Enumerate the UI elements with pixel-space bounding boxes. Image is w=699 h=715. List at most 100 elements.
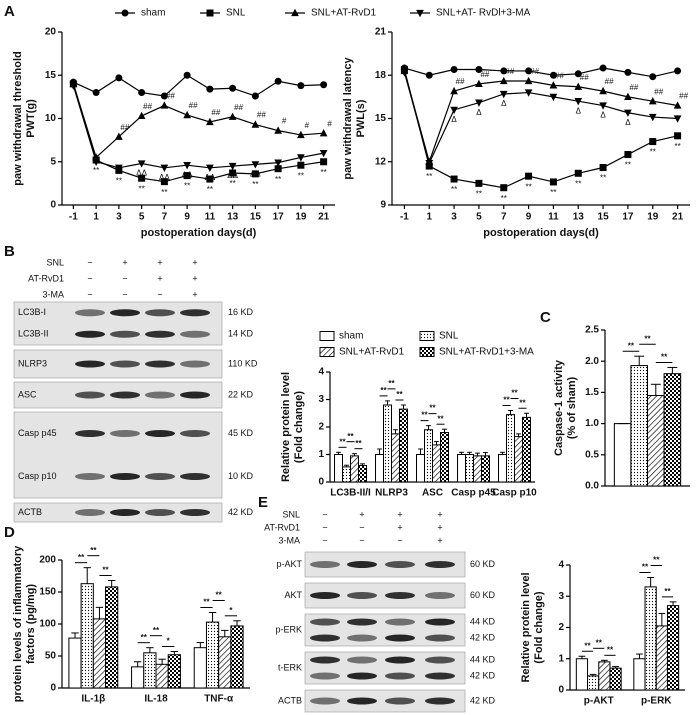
panel-label: C bbox=[540, 309, 551, 326]
y-tick-label: 5 bbox=[50, 156, 56, 167]
sig-label: ** bbox=[90, 546, 97, 555]
sig-label: ** bbox=[644, 334, 651, 343]
blot-band bbox=[347, 672, 377, 680]
treatment-sign: + bbox=[359, 509, 364, 519]
y-axis-label: protein levels of inflammatory bbox=[12, 545, 24, 702]
treatment-sign: − bbox=[87, 289, 92, 299]
treatment-label: 3-MA bbox=[278, 535, 300, 545]
blot-band bbox=[310, 656, 340, 664]
marker bbox=[138, 174, 146, 182]
y-tick-label: 10 bbox=[45, 113, 57, 124]
x-tick-label: 1 bbox=[93, 212, 99, 223]
point-label: ## bbox=[654, 87, 663, 96]
x-tick-label: 7 bbox=[501, 212, 507, 223]
bar bbox=[598, 661, 611, 691]
marker bbox=[206, 175, 214, 183]
bar bbox=[416, 454, 426, 483]
panel-label: D bbox=[4, 524, 15, 541]
point-label: ## bbox=[605, 77, 614, 86]
marker bbox=[319, 129, 328, 137]
marker bbox=[137, 160, 146, 168]
marker bbox=[115, 132, 123, 140]
blot-band bbox=[425, 592, 455, 599]
series-line bbox=[73, 74, 324, 97]
x-tick-label: 3 bbox=[451, 212, 457, 223]
point-label: # bbox=[327, 119, 332, 128]
bar bbox=[155, 663, 169, 689]
bar bbox=[230, 625, 244, 689]
marker bbox=[624, 151, 632, 159]
x-tick-label: ASC bbox=[422, 488, 443, 499]
point-label: ** bbox=[575, 179, 581, 188]
blot-band bbox=[425, 561, 455, 568]
bar bbox=[647, 395, 665, 487]
band-label: t-ERK bbox=[278, 662, 302, 672]
series-line bbox=[72, 83, 324, 159]
marker bbox=[524, 89, 533, 97]
point-label: ** bbox=[161, 188, 167, 197]
marker bbox=[450, 86, 458, 95]
blot-band bbox=[180, 473, 210, 480]
blot-band bbox=[425, 672, 455, 680]
blot-band bbox=[385, 618, 415, 626]
x-tick-label: 11 bbox=[548, 212, 559, 223]
y-tick-label: 50 bbox=[45, 651, 57, 662]
blot-band bbox=[180, 330, 210, 338]
sig-label: ** bbox=[216, 591, 223, 600]
bar bbox=[391, 433, 400, 483]
x-tick-label: 15 bbox=[250, 212, 262, 223]
point-label: ** bbox=[93, 166, 99, 175]
band-size: 16 KD bbox=[228, 307, 254, 317]
marker bbox=[183, 110, 191, 119]
blot-band bbox=[425, 618, 455, 626]
sig-label: ** bbox=[388, 379, 395, 388]
blot-band bbox=[110, 430, 140, 437]
marker bbox=[549, 93, 558, 102]
marker bbox=[160, 178, 168, 186]
sig-label: ** bbox=[203, 598, 210, 607]
point-label: ΔΔ bbox=[182, 170, 193, 179]
marker bbox=[574, 70, 582, 78]
bar bbox=[613, 423, 632, 487]
sig-label: ** bbox=[519, 398, 526, 407]
sig-label: * bbox=[167, 637, 171, 646]
blot-band bbox=[110, 509, 140, 516]
bar bbox=[350, 455, 359, 483]
treatment-sign: + bbox=[397, 522, 402, 532]
treatment-sign: + bbox=[437, 535, 442, 545]
y-axis-label: factors (pg/mg) bbox=[25, 584, 37, 664]
bar bbox=[587, 675, 600, 691]
marker bbox=[319, 149, 328, 158]
blot-band bbox=[145, 473, 175, 480]
y-axis-label: PWT(g) bbox=[25, 99, 37, 138]
treatment-sign: − bbox=[359, 535, 364, 545]
marker bbox=[320, 81, 328, 89]
marker bbox=[121, 9, 129, 17]
blot-band bbox=[180, 430, 210, 437]
marker bbox=[274, 126, 282, 134]
marker bbox=[228, 162, 237, 171]
bar bbox=[68, 637, 82, 689]
x-tick-label: 17 bbox=[622, 212, 634, 223]
point-label: # bbox=[305, 121, 310, 130]
marker bbox=[599, 86, 607, 95]
marker bbox=[648, 97, 657, 105]
point-label: ## bbox=[555, 71, 564, 80]
band-label: Casp p10 bbox=[18, 471, 57, 481]
blot-band bbox=[385, 697, 415, 705]
blot-band bbox=[385, 672, 415, 680]
treatment-sign: − bbox=[359, 522, 364, 532]
bar bbox=[644, 586, 657, 691]
point-label: ## bbox=[456, 77, 465, 86]
point-label: ## bbox=[189, 101, 198, 110]
series-line bbox=[72, 83, 324, 183]
marker bbox=[251, 92, 259, 100]
point-label: ** bbox=[650, 148, 656, 157]
treatment-sign: − bbox=[322, 509, 327, 519]
y-tick-label: 100 bbox=[39, 619, 56, 630]
sig-label: ** bbox=[355, 439, 362, 448]
marker bbox=[183, 162, 191, 170]
sig-label: ** bbox=[653, 556, 660, 565]
y-tick-label: 1 bbox=[318, 449, 324, 460]
series-line bbox=[404, 67, 678, 78]
